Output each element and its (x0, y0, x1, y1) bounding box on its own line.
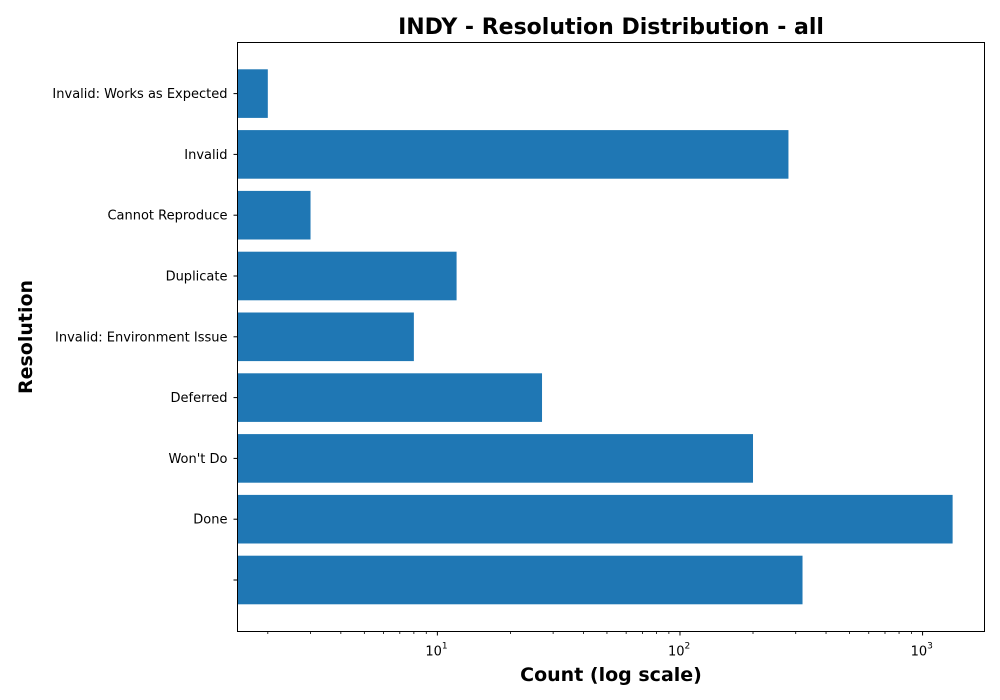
x-ticks-group: 101 102 103 (267, 631, 933, 660)
bar (237, 190, 311, 240)
x-tick-label: 103 (911, 642, 933, 660)
y-axis-label: Resolution (15, 280, 37, 394)
x-axis-label: Count (log scale) (520, 664, 702, 686)
x-tick-label: 102 (668, 642, 690, 660)
y-tick-label: Deferred (170, 391, 227, 406)
plot-frame (237, 42, 985, 632)
bar (237, 69, 268, 118)
x-tick-exponent: 1 (442, 642, 448, 652)
x-tick-base: 10 (425, 645, 442, 660)
y-tick-label: Cannot Reproduce (107, 209, 227, 224)
x-tick-exponent: 3 (927, 642, 933, 652)
bars-group (237, 69, 953, 605)
bar (237, 373, 543, 422)
x-tick-exponent: 2 (685, 642, 691, 652)
x-tick-base: 10 (668, 645, 685, 660)
y-tick-label: Won't Do (168, 452, 227, 467)
y-tick-label: Invalid: Environment Issue (55, 330, 227, 345)
bar (237, 130, 789, 179)
bar (237, 434, 754, 483)
bar (237, 555, 803, 605)
x-tick-base: 10 (911, 645, 928, 660)
bar (237, 494, 953, 544)
y-tick-label: Done (193, 513, 227, 528)
y-tick-label: Duplicate (166, 270, 228, 285)
y-tick-label: Invalid: Works as Expected (52, 87, 227, 102)
bar (237, 312, 414, 362)
y-ticks-group: Done Won't Do Deferred Invalid: Environment… (52, 87, 238, 581)
bar (237, 251, 457, 301)
y-tick-label: Invalid (184, 148, 227, 163)
chart-title: INDY - Resolution Distribution - all (398, 15, 824, 40)
x-tick-label: 101 (425, 642, 447, 660)
